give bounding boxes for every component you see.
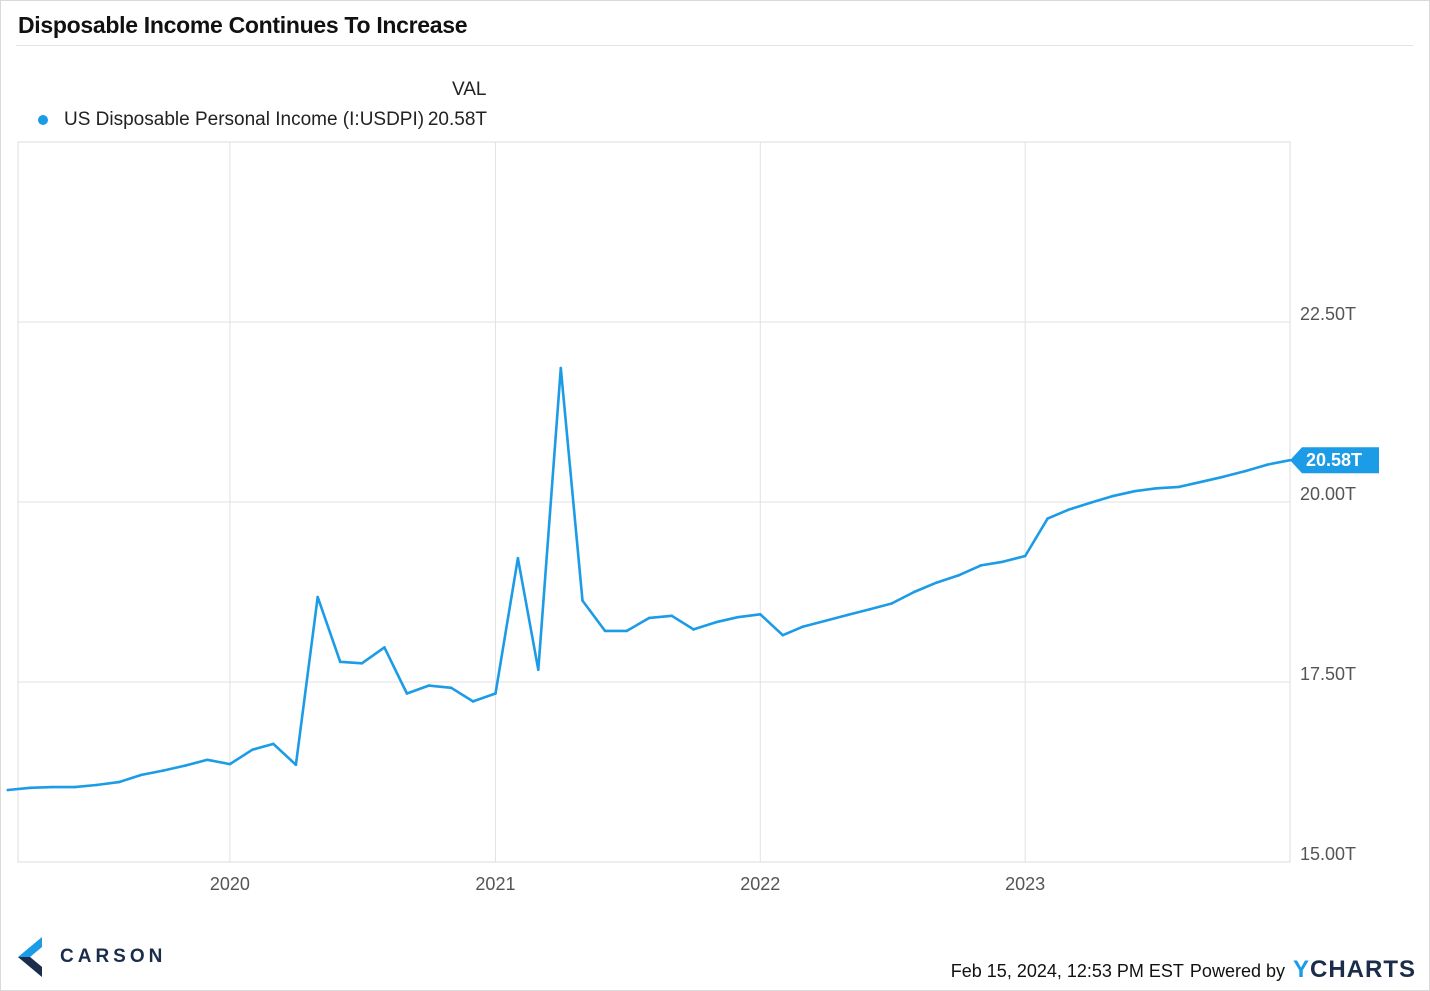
- legend-column-header: VAL: [452, 79, 487, 100]
- x-tick-label: 2022: [740, 874, 780, 894]
- data-point: [559, 366, 563, 370]
- carson-logo: CARSON: [18, 937, 166, 977]
- data-point: [117, 780, 121, 784]
- data-point: [471, 700, 475, 703]
- data-point: [6, 788, 10, 792]
- data-point: [581, 599, 584, 602]
- data-point: [184, 764, 187, 767]
- data-point: [714, 620, 718, 624]
- data-point: [50, 785, 54, 789]
- data-point: [1110, 494, 1114, 498]
- data-point: [161, 769, 165, 772]
- data-point: [692, 628, 695, 631]
- data-point: [449, 686, 453, 690]
- data-point: [1046, 517, 1049, 520]
- data-point: [781, 633, 785, 637]
- data-point: [846, 613, 849, 617]
- last-value-label: 20.58T: [1306, 450, 1362, 470]
- data-point: [890, 602, 893, 605]
- data-point: [338, 660, 342, 664]
- y-tick-label: 17.50T: [1300, 664, 1356, 684]
- data-point: [1155, 487, 1158, 490]
- x-tick-label: 2020: [210, 874, 250, 894]
- chart-title: Disposable Income Continues To Increase: [18, 12, 468, 38]
- y-tick-label: 22.50T: [1300, 304, 1356, 324]
- data-point: [316, 595, 319, 599]
- data-point: [427, 684, 430, 687]
- data-point: [670, 614, 674, 618]
- data-point: [1023, 554, 1027, 558]
- data-point: [294, 763, 298, 767]
- data-point: [957, 574, 960, 577]
- series-dot-icon: [38, 115, 48, 125]
- legend-series-name: US Disposable Personal Income (I:USDPI): [64, 109, 425, 130]
- data-point: [228, 762, 232, 766]
- data-point: [360, 661, 364, 665]
- data-point: [603, 629, 607, 633]
- data-point: [736, 615, 740, 619]
- data-point: [405, 692, 409, 695]
- footer: Feb 15, 2024, 12:53 PM EST Powered by YC…: [951, 956, 1416, 984]
- x-tick-label: 2023: [1005, 874, 1045, 894]
- timestamp: Feb 15, 2024, 12:53 PM EST: [950, 961, 1184, 981]
- data-point: [73, 785, 76, 789]
- data-point: [1001, 560, 1004, 564]
- data-point: [935, 581, 938, 584]
- data-point: [1244, 469, 1248, 473]
- data-point: [516, 556, 520, 560]
- y-tick-label: 15.00T: [1300, 844, 1356, 864]
- data-point: [1066, 508, 1070, 512]
- legend-item[interactable]: US Disposable Personal Income (I:USDPI) …: [38, 108, 487, 132]
- data-point: [979, 564, 983, 567]
- data-point: [494, 692, 497, 695]
- data-point: [140, 773, 143, 777]
- data-point: [759, 613, 762, 616]
- data-point: [536, 668, 540, 672]
- x-tick-label: 2021: [475, 874, 515, 894]
- legend-series-value: 20.58T: [427, 109, 487, 130]
- data-point: [251, 748, 254, 751]
- ycharts-logo[interactable]: YCHARTS: [1292, 956, 1416, 983]
- powered-by-label: Powered by: [1189, 961, 1285, 981]
- y-tick-label: 20.00T: [1300, 484, 1356, 504]
- data-point: [625, 629, 629, 633]
- data-point: [824, 619, 827, 623]
- carson-chevron-icon: [18, 937, 42, 977]
- carson-wordmark: CARSON: [60, 946, 167, 967]
- title-divider: [16, 45, 1413, 46]
- data-point: [912, 590, 916, 594]
- data-point: [383, 646, 386, 649]
- data-point: [206, 758, 209, 762]
- data-point: [801, 625, 805, 628]
- data-point: [1200, 480, 1203, 484]
- data-point: [29, 786, 32, 790]
- data-point: [1221, 475, 1225, 479]
- data-point: [868, 607, 872, 611]
- data-point: [1177, 485, 1181, 489]
- data-point: [1266, 463, 1269, 466]
- data-point: [95, 783, 98, 787]
- data-point: [1133, 489, 1137, 493]
- data-point: [1089, 501, 1092, 505]
- data-point: [647, 616, 651, 620]
- last-value-tag: [1290, 447, 1379, 474]
- data-point: [272, 742, 275, 746]
